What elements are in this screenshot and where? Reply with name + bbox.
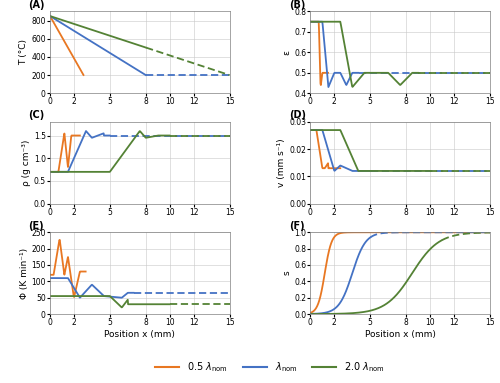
Legend: 0.5 $\lambda_\mathrm{nom}$, $\lambda_\mathrm{nom}$, 2.0 $\lambda_\mathrm{nom}$: 0.5 $\lambda_\mathrm{nom}$, $\lambda_\ma… bbox=[151, 357, 389, 378]
Text: (E): (E) bbox=[28, 221, 44, 231]
Text: (F): (F) bbox=[289, 221, 304, 231]
Text: (B): (B) bbox=[289, 0, 305, 10]
X-axis label: Position x (mm): Position x (mm) bbox=[104, 330, 175, 339]
Y-axis label: s: s bbox=[282, 271, 292, 275]
Y-axis label: Φ (K min⁻¹): Φ (K min⁻¹) bbox=[20, 248, 28, 299]
Text: (C): (C) bbox=[28, 110, 44, 120]
Y-axis label: T (°C): T (°C) bbox=[20, 39, 28, 65]
Y-axis label: ρ (g cm⁻³): ρ (g cm⁻³) bbox=[22, 139, 31, 186]
Y-axis label: v (mm s⁻¹): v (mm s⁻¹) bbox=[278, 139, 286, 187]
Text: (A): (A) bbox=[28, 0, 45, 10]
Text: (D): (D) bbox=[289, 110, 306, 120]
Y-axis label: ε: ε bbox=[282, 50, 292, 55]
X-axis label: Position x (mm): Position x (mm) bbox=[365, 330, 436, 339]
